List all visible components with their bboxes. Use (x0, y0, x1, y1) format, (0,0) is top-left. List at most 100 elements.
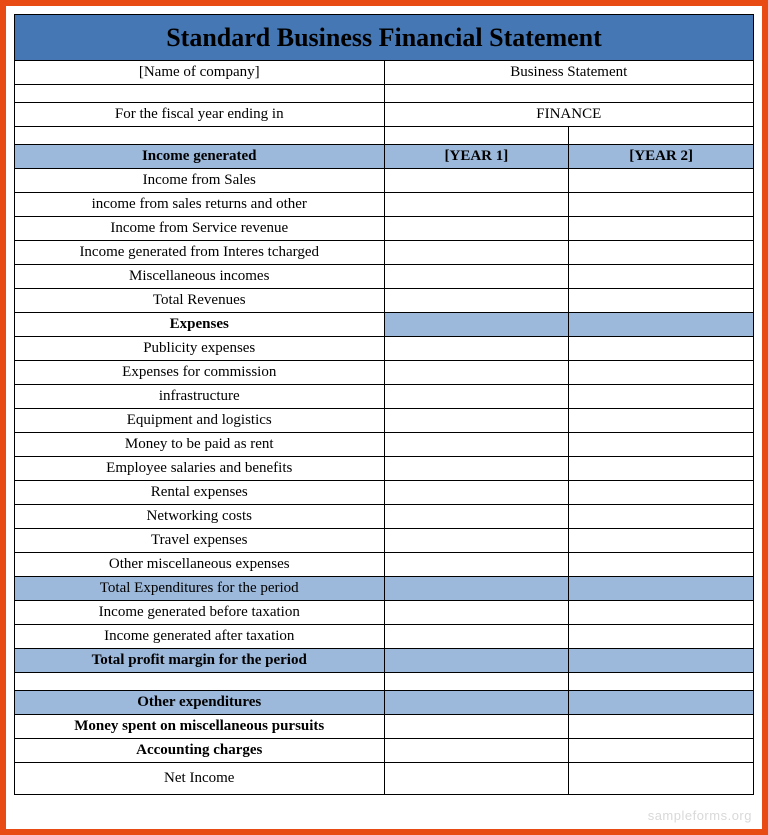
year1-cell (384, 409, 569, 433)
expenses-header: Expenses (15, 313, 385, 337)
table-row: Networking costs (15, 505, 754, 529)
year2-cell (569, 385, 754, 409)
year2-cell (569, 739, 754, 763)
year2-cell (569, 409, 754, 433)
profit-margin-row: Total profit margin for the period (15, 649, 754, 673)
table-row: Rental expenses (15, 481, 754, 505)
year1-cell (384, 763, 569, 795)
row-label: Income generated after taxation (15, 625, 385, 649)
table-row: Accounting charges (15, 739, 754, 763)
income-generated-header: Income generated (15, 145, 385, 169)
row-label: Net Income (15, 763, 385, 795)
table-row: Employee salaries and benefits (15, 457, 754, 481)
year2-cell (569, 313, 754, 337)
table-row: Total Revenues (15, 289, 754, 313)
watermark: sampleforms.org (648, 808, 752, 823)
spacer-row (15, 127, 754, 145)
business-statement-label: Business Statement (384, 61, 754, 85)
year1-cell (384, 265, 569, 289)
total-expenditures-row: Total Expenditures for the period (15, 577, 754, 601)
title-row: Standard Business Financial Statement (15, 15, 754, 61)
row-label: Travel expenses (15, 529, 385, 553)
year1-cell (384, 289, 569, 313)
year1-cell (384, 739, 569, 763)
year2-cell (569, 529, 754, 553)
year1-cell (384, 193, 569, 217)
year1-cell (384, 715, 569, 739)
column-header-row: Income generated [YEAR 1] [YEAR 2] (15, 145, 754, 169)
year1-cell (384, 337, 569, 361)
company-name-label: [Name of company] (15, 61, 385, 85)
year1-cell (384, 601, 569, 625)
table-row: Income generated before taxation (15, 601, 754, 625)
table-row: Net Income (15, 763, 754, 795)
year2-cell (569, 505, 754, 529)
year1-cell (384, 433, 569, 457)
year1-cell (384, 217, 569, 241)
row-label: Total Revenues (15, 289, 385, 313)
row-label: Income generated before taxation (15, 601, 385, 625)
table-row: Travel expenses (15, 529, 754, 553)
year2-header: [YEAR 2] (569, 145, 754, 169)
year1-cell (384, 649, 569, 673)
row-label: Income from Service revenue (15, 217, 385, 241)
year1-cell (384, 691, 569, 715)
year2-cell (569, 577, 754, 601)
year1-cell (384, 457, 569, 481)
year2-cell (569, 289, 754, 313)
row-label: infrastructure (15, 385, 385, 409)
year2-cell (569, 457, 754, 481)
financial-statement-table: Standard Business Financial Statement [N… (14, 14, 754, 795)
year2-cell (569, 217, 754, 241)
year2-cell (569, 553, 754, 577)
year2-cell (569, 241, 754, 265)
row-label: Income generated from Interes tcharged (15, 241, 385, 265)
row-label: Miscellaneous incomes (15, 265, 385, 289)
year2-cell (569, 649, 754, 673)
table-row: Equipment and logistics (15, 409, 754, 433)
row-label: Rental expenses (15, 481, 385, 505)
year1-cell (384, 313, 569, 337)
year1-cell (384, 625, 569, 649)
year1-cell (384, 481, 569, 505)
spacer-row (15, 85, 754, 103)
table-row: Income generated after taxation (15, 625, 754, 649)
year2-cell (569, 691, 754, 715)
company-row: [Name of company] Business Statement (15, 61, 754, 85)
document-frame: Standard Business Financial Statement [N… (0, 0, 768, 835)
row-label: Money spent on miscellaneous pursuits (15, 715, 385, 739)
document-title: Standard Business Financial Statement (15, 15, 754, 61)
table-row: Income generated from Interes tcharged (15, 241, 754, 265)
year1-cell (384, 577, 569, 601)
year1-cell (384, 505, 569, 529)
fiscal-year-row: For the fiscal year ending in FINANCE (15, 103, 754, 127)
table-row: Income from Service revenue (15, 217, 754, 241)
spacer-row (15, 673, 754, 691)
other-expenditures-header: Other expenditures (15, 691, 385, 715)
table-row: Income from Sales (15, 169, 754, 193)
row-label: Income from Sales (15, 169, 385, 193)
year2-cell (569, 763, 754, 795)
year2-cell (569, 265, 754, 289)
year1-cell (384, 361, 569, 385)
finance-label: FINANCE (384, 103, 754, 127)
table-row: Money spent on miscellaneous pursuits (15, 715, 754, 739)
table-row: Expenses for commission (15, 361, 754, 385)
table-row: Money to be paid as rent (15, 433, 754, 457)
expenses-header-row: Expenses (15, 313, 754, 337)
row-label: Money to be paid as rent (15, 433, 385, 457)
year1-cell (384, 385, 569, 409)
table-row: Other miscellaneous expenses (15, 553, 754, 577)
year2-cell (569, 193, 754, 217)
year2-cell (569, 625, 754, 649)
year2-cell (569, 337, 754, 361)
row-label: Networking costs (15, 505, 385, 529)
row-label: Accounting charges (15, 739, 385, 763)
year1-cell (384, 241, 569, 265)
row-label: Other miscellaneous expenses (15, 553, 385, 577)
year1-cell (384, 553, 569, 577)
row-label: Employee salaries and benefits (15, 457, 385, 481)
row-label: income from sales returns and other (15, 193, 385, 217)
table-row: infrastructure (15, 385, 754, 409)
year2-cell (569, 601, 754, 625)
